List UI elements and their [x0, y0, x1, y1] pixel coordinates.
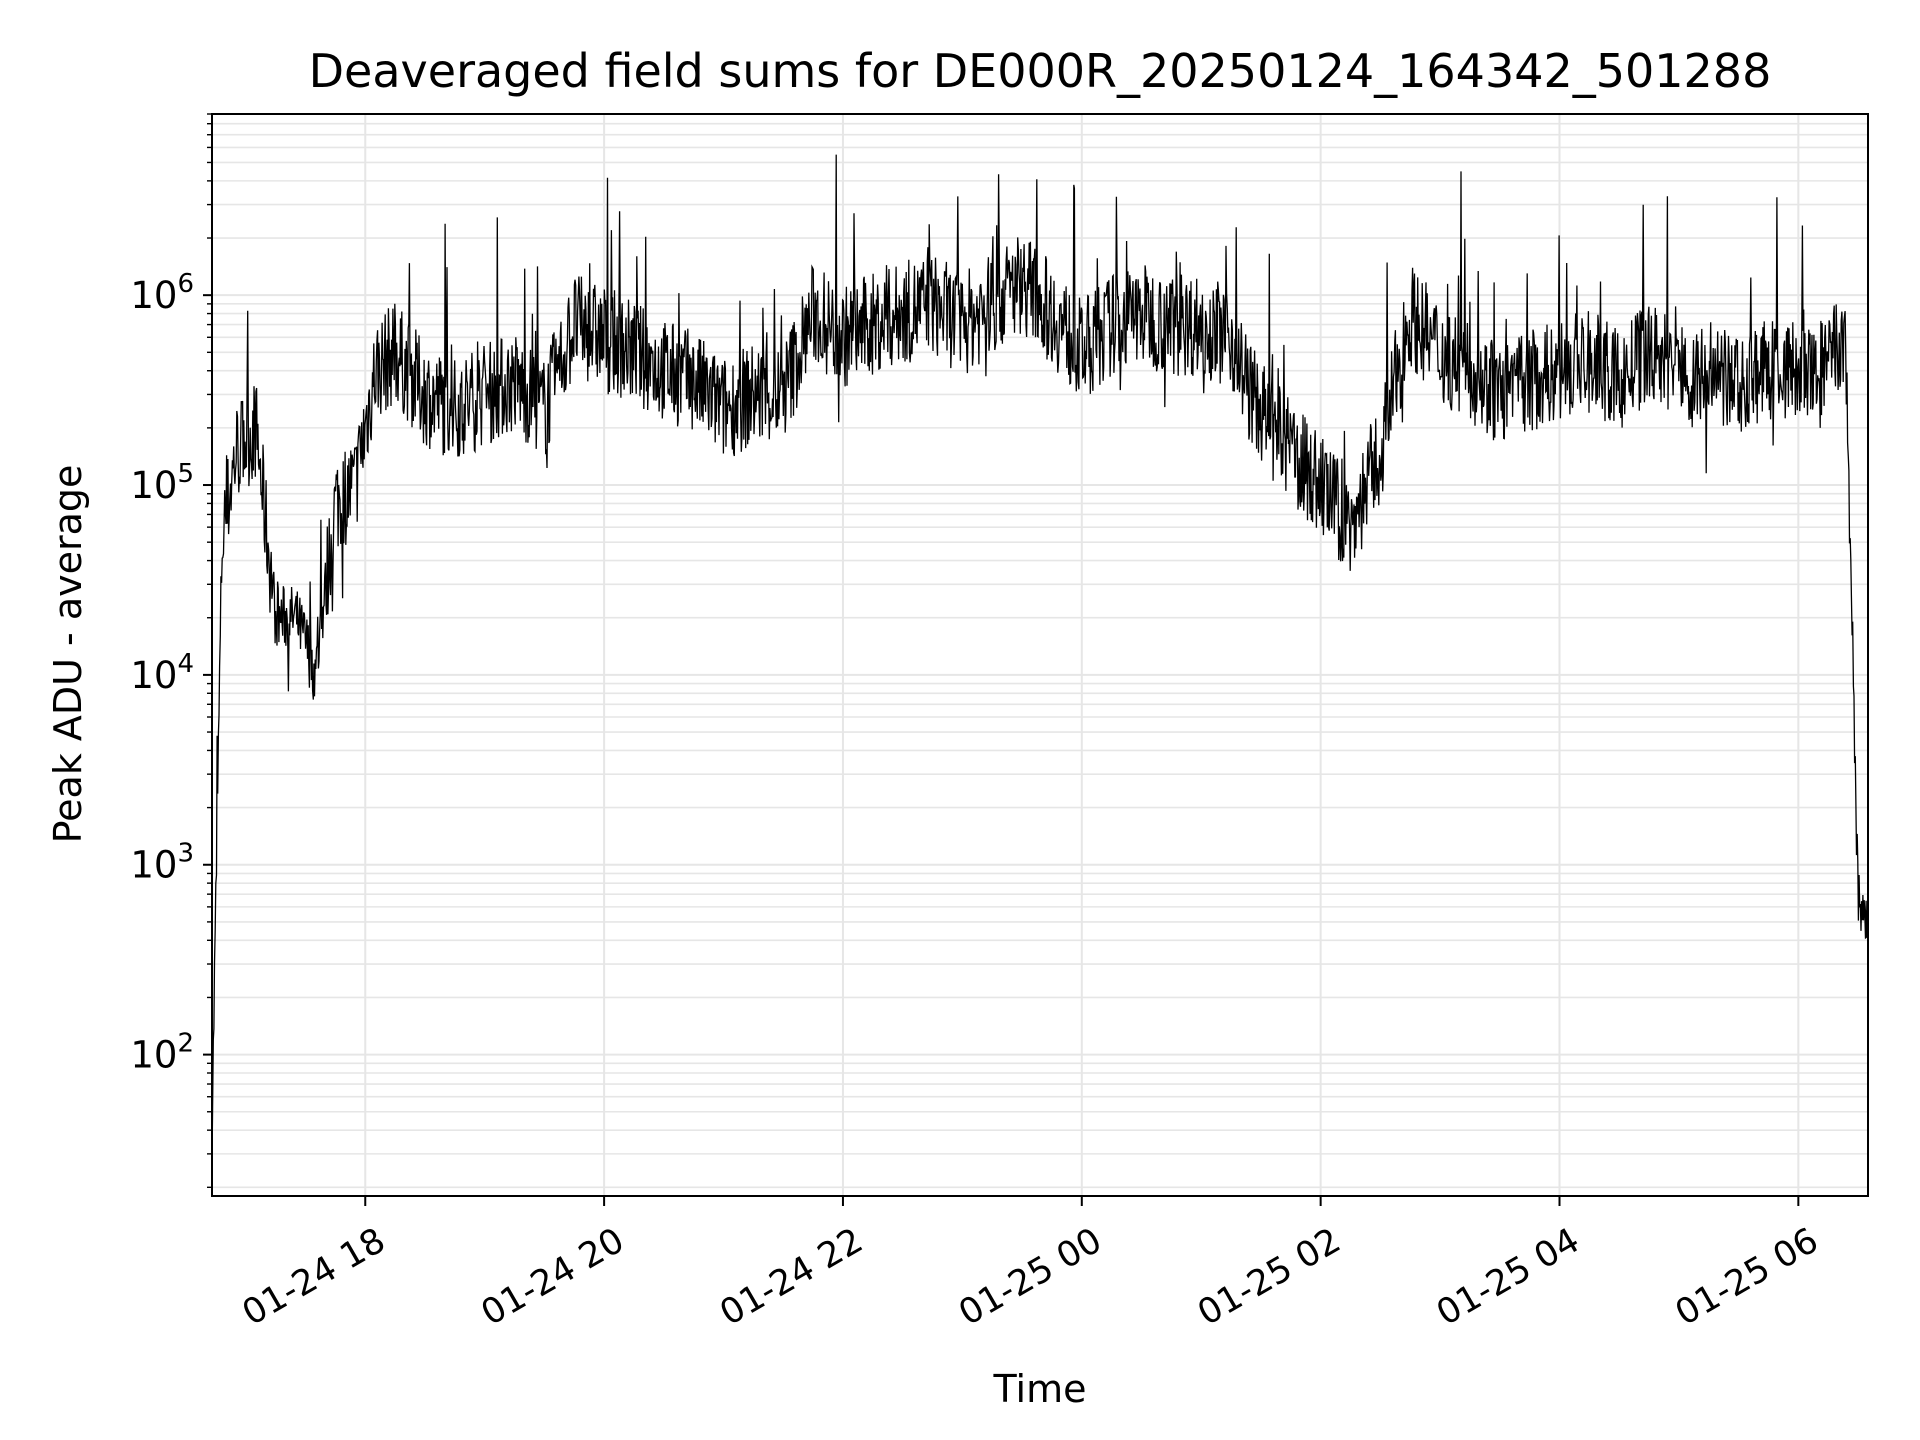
y-tick-label: 106: [130, 269, 194, 317]
y-tick-label: 105: [130, 459, 194, 507]
y-tick-label: 103: [130, 839, 194, 887]
y-tick-label: 102: [130, 1029, 194, 1077]
x-tick-label: 01-25 00: [952, 1221, 1108, 1334]
x-axis-label: Time: [993, 1367, 1087, 1411]
x-tick-label: 01-25 06: [1669, 1221, 1825, 1334]
x-tick-label: 01-25 02: [1191, 1221, 1347, 1334]
series-line: [211, 154, 1869, 1164]
plot-frame: [211, 113, 1869, 1197]
y-axis-label: Peak ADU - average: [46, 464, 90, 844]
x-tick-label: 01-24 22: [714, 1221, 870, 1334]
y-tick-label: 104: [130, 649, 194, 697]
chart-title: Deaveraged field sums for DE000R_2025012…: [308, 44, 1772, 98]
x-tick-label: 01-24 18: [236, 1221, 392, 1334]
x-tick-label: 01-25 04: [1430, 1221, 1586, 1334]
x-tick-label: 01-24 20: [475, 1221, 631, 1334]
